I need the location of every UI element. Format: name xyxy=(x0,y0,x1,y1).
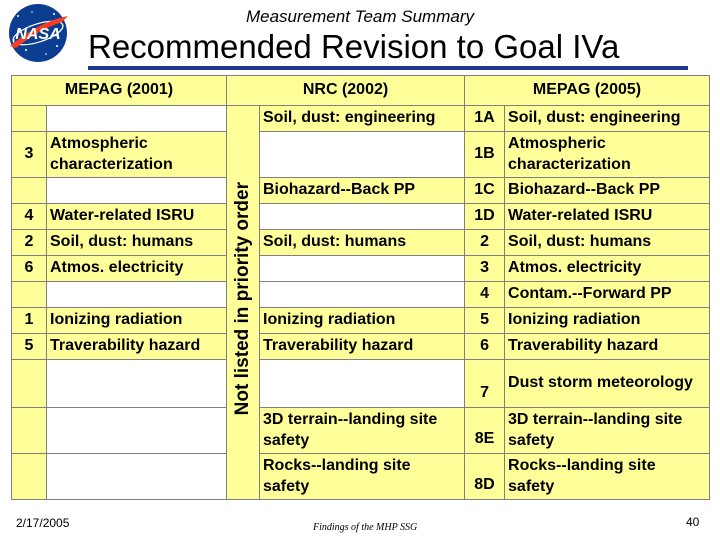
priority-2001: 5 xyxy=(11,333,47,360)
header-mepag-2005: MEPAG (2005) xyxy=(464,75,711,106)
priority-2005: 8E xyxy=(464,407,506,454)
item-2005: Rocks--landing site safety xyxy=(504,453,711,500)
item-2005: Soil, dust: humans xyxy=(504,229,711,256)
nasa-logo: NASA xyxy=(2,2,74,64)
item-2001: Soil, dust: humans xyxy=(46,229,227,256)
priority-2005: 4 xyxy=(464,281,506,308)
item-2005: Biohazard--Back PP xyxy=(504,177,711,204)
table-row: Not listed in priority order Soil, dust:… xyxy=(11,105,711,500)
table-row: 1 Ionizing radiation Ionizing radiation … xyxy=(11,307,711,334)
item-2005: 3D terrain--landing site safety xyxy=(504,407,711,454)
nrc-priority-note: Not listed in priority order xyxy=(226,105,260,500)
item-2001: Water-related ISRU xyxy=(46,203,227,230)
item-2002: Rocks--landing site safety xyxy=(258,453,466,500)
item-2005: Atmospheric characterization xyxy=(504,131,711,178)
item-2002: Biohazard--Back PP xyxy=(258,177,466,204)
page-title: Recommended Revision to Goal IVa xyxy=(88,28,620,65)
item-2005: Contam.--Forward PP xyxy=(504,281,711,308)
priority-2005: 1C xyxy=(464,177,506,204)
item-2002: 3D terrain--landing site safety xyxy=(258,407,466,454)
item-2002: Soil, dust: engineering xyxy=(258,105,466,132)
subtitle: Measurement Team Summary xyxy=(245,7,474,26)
table-row: 4 Water-related ISRU 1D Water-related IS… xyxy=(11,203,711,230)
priority-2001: 2 xyxy=(11,229,47,256)
svg-text:NASA: NASA xyxy=(15,26,60,43)
priority-2001 xyxy=(11,177,47,204)
item-2005: Atmos. electricity xyxy=(504,255,711,282)
item-2005: Soil, dust: engineering xyxy=(504,105,711,132)
priority-2005: 8D xyxy=(464,453,506,500)
item-2001: Traverability hazard xyxy=(46,333,227,360)
item-2002 xyxy=(258,131,466,178)
item-2002 xyxy=(258,281,466,308)
not-listed-label: Not listed in priority order xyxy=(231,182,253,416)
priority-2005: 7 xyxy=(464,359,506,408)
table-row: 4 Contam.--Forward PP xyxy=(11,281,711,308)
item-2001: Atmospheric characterization xyxy=(46,131,227,178)
priority-2005: 1A xyxy=(464,105,506,132)
item-2005: Traverability hazard xyxy=(504,333,711,360)
table-row: 7 Dust storm meteorology xyxy=(11,359,711,408)
table-row: 3D terrain--landing site safety 8E 3D te… xyxy=(11,407,711,454)
header-nrc-2002: NRC (2002) xyxy=(225,75,466,106)
item-2005: Dust storm meteorology xyxy=(504,359,711,408)
header-row: MEPAG (2001) NRC (2002) MEPAG (2005) xyxy=(11,75,711,106)
table-row: 2 Soil, dust: humans Soil, dust: humans … xyxy=(11,229,711,256)
table-row: 3 Atmospheric characterization 1B Atmosp… xyxy=(11,131,711,178)
goal-comparison-table: MEPAG (2001) NRC (2002) MEPAG (2005) Not… xyxy=(11,75,711,500)
priority-2005: 1D xyxy=(464,203,506,230)
priority-2001 xyxy=(11,407,47,454)
priority-2005: 6 xyxy=(464,333,506,360)
item-2001 xyxy=(46,177,227,204)
priority-2001 xyxy=(11,359,47,408)
table-row: 5 Traverability hazard Traverability haz… xyxy=(11,333,711,360)
item-2005: Ionizing radiation xyxy=(504,307,711,334)
priority-2001: 3 xyxy=(11,131,47,178)
priority-2001: 4 xyxy=(11,203,47,230)
title-underline xyxy=(88,66,688,70)
priority-2001: 6 xyxy=(11,255,47,282)
item-2001 xyxy=(46,281,227,308)
header-mepag-2001: MEPAG (2001) xyxy=(11,75,227,106)
item-2001: Atmos. electricity xyxy=(46,255,227,282)
footer-date: 2/17/2005 xyxy=(16,516,70,530)
priority-2005: 5 xyxy=(464,307,506,334)
page-number: 40 xyxy=(686,515,700,529)
item-2002: Soil, dust: humans xyxy=(258,229,466,256)
table-row: Rocks--landing site safety 8D Rocks--lan… xyxy=(11,453,711,500)
priority-2005: 2 xyxy=(464,229,506,256)
item-2001 xyxy=(46,453,227,500)
table-row: Biohazard--Back PP 1C Biohazard--Back PP xyxy=(11,177,711,204)
priority-2005: 1B xyxy=(464,131,506,178)
priority-2001 xyxy=(11,281,47,308)
item-2002: Ionizing radiation xyxy=(258,307,466,334)
priority-2005: 3 xyxy=(464,255,506,282)
item-2002 xyxy=(258,203,466,230)
item-2001: Ionizing radiation xyxy=(46,307,227,334)
item-2001 xyxy=(46,359,227,408)
item-2002 xyxy=(258,359,466,408)
priority-2001 xyxy=(11,453,47,500)
item-2001 xyxy=(46,105,227,132)
footer-source: Findings of the MHP SSG xyxy=(313,522,418,533)
priority-2001: 1 xyxy=(11,307,47,334)
table-row: 6 Atmos. electricity 3 Atmos. electricit… xyxy=(11,255,711,282)
priority-2001 xyxy=(11,105,47,132)
item-2002 xyxy=(258,255,466,282)
item-2002: Traverability hazard xyxy=(258,333,466,360)
item-2001 xyxy=(46,407,227,454)
item-2005: Water-related ISRU xyxy=(504,203,711,230)
